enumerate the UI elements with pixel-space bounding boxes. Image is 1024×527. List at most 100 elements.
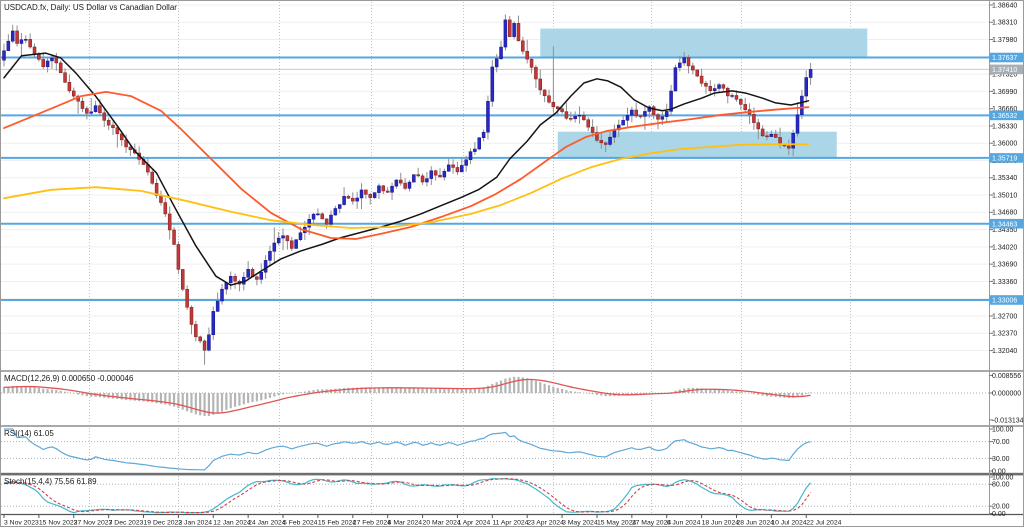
candle (290, 240, 294, 249)
svg-text:0.00: 0.00 (992, 468, 1006, 475)
stoch-signal-line (3, 478, 812, 514)
candle (207, 334, 211, 351)
price-label (990, 218, 1023, 229)
candle (490, 66, 495, 102)
candle (708, 85, 713, 91)
sr-lines[interactable] (1, 56, 990, 301)
candle (124, 139, 128, 148)
candle (625, 115, 630, 121)
candle (538, 78, 543, 91)
candle (390, 185, 394, 193)
candle (486, 101, 490, 133)
candle (525, 51, 529, 60)
candles[interactable] (2, 14, 813, 365)
candle (106, 120, 111, 126)
candle (172, 229, 176, 245)
candle (800, 95, 804, 115)
rsi-pane[interactable] (1, 428, 990, 471)
candle (621, 120, 625, 126)
candle (494, 58, 499, 68)
svg-text:0.00: 0.00 (992, 511, 1006, 518)
zone-rect (540, 28, 868, 57)
candle (355, 197, 359, 202)
candle (364, 189, 368, 195)
candle (19, 39, 24, 44)
pane-separators[interactable] (1, 1, 1024, 516)
date-label: 3 Nov 2023 (4, 520, 39, 527)
candle (15, 30, 19, 44)
candle (769, 133, 774, 137)
candle (233, 276, 237, 282)
candle (555, 106, 560, 110)
candle (433, 170, 438, 176)
candle (381, 185, 386, 192)
candle (342, 196, 346, 205)
rsi-label: RSI(14) 61.05 (4, 429, 54, 438)
svg-text:1.37410: 1.37410 (992, 67, 1017, 74)
zone-rect (557, 131, 837, 159)
candle (721, 84, 726, 89)
candle (150, 171, 154, 184)
zone-rectangles[interactable] (540, 28, 868, 159)
svg-text:1.33360: 1.33360 (992, 279, 1017, 286)
candle (67, 82, 72, 92)
svg-text:0.008556: 0.008556 (992, 373, 1021, 380)
candle (154, 183, 159, 196)
candle (307, 218, 311, 228)
candle (473, 148, 477, 152)
date-label: 27 Feb 2024 (353, 520, 391, 527)
date-label: 1 Apr 2024 (457, 520, 490, 527)
candle (678, 62, 682, 68)
candle (464, 159, 468, 166)
candle (595, 132, 599, 141)
candle (468, 151, 473, 160)
indicator-axes[interactable]: 0.008556 0.000000 -0.013134 100.00 70.00 30.0… (989, 373, 1024, 518)
svg-text:1.34020: 1.34020 (992, 244, 1017, 251)
candle (451, 164, 455, 168)
candle (58, 62, 63, 73)
date-label: 27 May 2024 (632, 520, 672, 527)
candle (446, 164, 451, 172)
macd-pane[interactable] (1, 376, 990, 417)
candle (346, 196, 351, 199)
date-label: 2 Jan 2024 (178, 520, 212, 527)
candle (163, 202, 168, 215)
candle (220, 288, 224, 302)
candle (285, 235, 290, 242)
grid (1, 2, 990, 513)
candle (704, 83, 708, 87)
svg-text:1.38640: 1.38640 (992, 2, 1017, 9)
svg-text:1.38310: 1.38310 (992, 20, 1017, 27)
price-label (990, 52, 1023, 63)
candle (630, 109, 634, 116)
svg-text:20.00: 20.00 (992, 504, 1010, 511)
candle (577, 114, 582, 117)
candle (743, 104, 747, 111)
candle (412, 174, 416, 183)
candle (294, 239, 298, 249)
date-label: 15 Feb 2024 (318, 520, 356, 527)
date-label: 5 Feb 2024 (283, 520, 318, 527)
ma-mid-orange (3, 91, 810, 240)
candle (682, 57, 686, 64)
candle (246, 269, 250, 278)
ma-fast-black (3, 52, 810, 286)
svg-text:1.35010: 1.35010 (992, 192, 1017, 199)
candle (573, 115, 577, 120)
candle (185, 288, 189, 308)
candle (167, 213, 172, 231)
candle (368, 194, 372, 198)
moving-averages (3, 52, 810, 286)
date-label: 24 Jan 2024 (248, 520, 286, 527)
candle (787, 145, 791, 149)
price-label (990, 110, 1023, 121)
svg-text:1.36000: 1.36000 (992, 141, 1017, 148)
candle (194, 324, 198, 338)
svg-text:100.00: 100.00 (992, 474, 1014, 481)
candle (569, 118, 573, 120)
stoch-pane[interactable] (1, 477, 990, 514)
candle (298, 232, 303, 240)
price-axis[interactable]: 1.386401.383101.379801.376501.373201.369… (989, 2, 1024, 355)
